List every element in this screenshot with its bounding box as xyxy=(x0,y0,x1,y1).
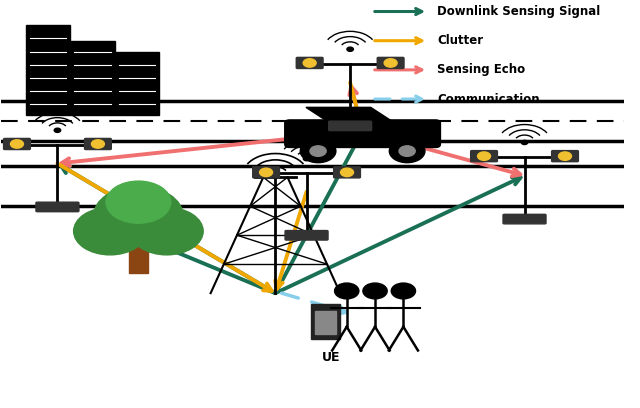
Circle shape xyxy=(131,207,203,255)
FancyBboxPatch shape xyxy=(333,167,360,178)
Circle shape xyxy=(303,59,316,67)
FancyBboxPatch shape xyxy=(4,138,30,150)
Circle shape xyxy=(363,283,387,299)
Circle shape xyxy=(399,146,415,156)
Circle shape xyxy=(384,59,397,67)
FancyBboxPatch shape xyxy=(285,120,440,147)
Circle shape xyxy=(477,152,490,160)
Circle shape xyxy=(94,186,183,244)
Circle shape xyxy=(347,47,353,51)
FancyBboxPatch shape xyxy=(296,58,323,69)
Circle shape xyxy=(389,140,425,163)
FancyBboxPatch shape xyxy=(84,138,111,150)
Circle shape xyxy=(74,207,147,255)
FancyBboxPatch shape xyxy=(470,151,497,162)
Text: Clutter: Clutter xyxy=(437,34,483,47)
Circle shape xyxy=(521,140,528,144)
Polygon shape xyxy=(306,107,395,123)
FancyBboxPatch shape xyxy=(285,231,328,240)
Text: UE: UE xyxy=(322,351,340,364)
Circle shape xyxy=(335,283,359,299)
Bar xyxy=(315,310,336,334)
Circle shape xyxy=(10,140,24,148)
Bar xyxy=(310,304,340,339)
FancyBboxPatch shape xyxy=(552,151,579,162)
FancyBboxPatch shape xyxy=(36,202,79,212)
FancyBboxPatch shape xyxy=(377,58,404,69)
Circle shape xyxy=(92,140,104,148)
Circle shape xyxy=(300,140,336,163)
FancyBboxPatch shape xyxy=(253,167,280,178)
Circle shape xyxy=(310,146,326,156)
Bar xyxy=(26,25,70,115)
Bar xyxy=(70,41,115,115)
Circle shape xyxy=(54,128,61,133)
Circle shape xyxy=(391,283,415,299)
Text: Sensing Echo: Sensing Echo xyxy=(437,63,525,76)
Bar xyxy=(115,52,159,115)
Circle shape xyxy=(106,181,171,223)
Circle shape xyxy=(559,152,572,160)
Circle shape xyxy=(340,168,353,177)
FancyBboxPatch shape xyxy=(329,121,372,131)
Text: Communication: Communication xyxy=(437,93,540,106)
Text: Downlink Sensing Signal: Downlink Sensing Signal xyxy=(437,5,600,18)
Bar xyxy=(129,236,148,273)
Circle shape xyxy=(260,168,273,177)
Circle shape xyxy=(303,157,310,161)
FancyBboxPatch shape xyxy=(503,214,546,224)
